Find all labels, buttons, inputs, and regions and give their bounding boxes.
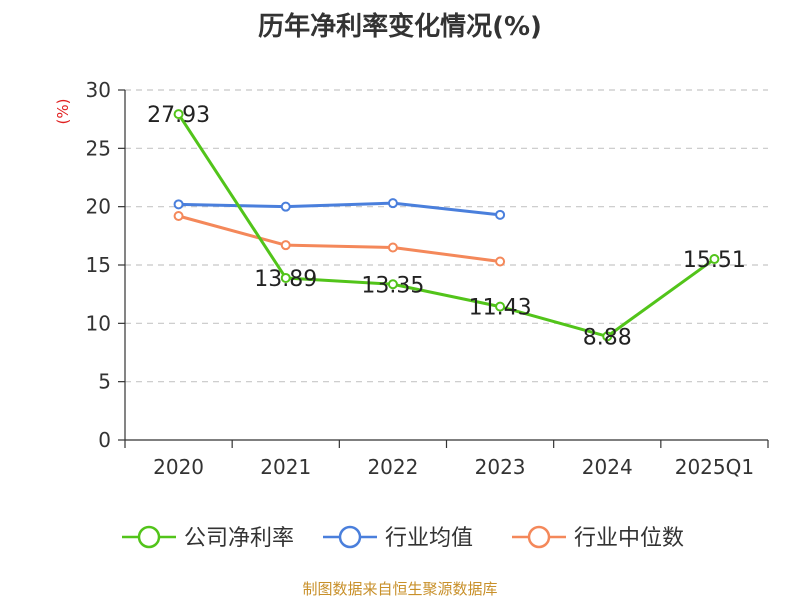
legend-label: 行业均值 bbox=[385, 526, 473, 551]
y-tick-label: 10 bbox=[86, 311, 111, 335]
data-point bbox=[387, 279, 398, 290]
y-axis-unit: (%) bbox=[54, 99, 72, 125]
data-label: 13.89 bbox=[254, 267, 317, 292]
data-point bbox=[709, 254, 720, 265]
chart-title: 历年净利率变化情况(%) bbox=[258, 12, 542, 42]
data-label: 11.43 bbox=[469, 296, 532, 321]
data-point bbox=[387, 198, 398, 209]
data-point bbox=[280, 240, 291, 251]
x-tick-label: 2020 bbox=[153, 455, 204, 479]
data-point bbox=[495, 209, 506, 220]
data-point bbox=[495, 256, 506, 267]
data-point bbox=[173, 199, 184, 210]
data-point bbox=[173, 211, 184, 221]
data-point bbox=[173, 109, 184, 120]
x-tick-label: 2022 bbox=[367, 455, 418, 479]
y-tick-label: 5 bbox=[98, 370, 111, 394]
y-tick-label: 25 bbox=[86, 136, 111, 160]
legend-label: 行业中位数 bbox=[574, 526, 684, 551]
source-note: 制图数据来自恒生聚源数据库 bbox=[302, 580, 498, 598]
data-label: 13.35 bbox=[361, 273, 424, 298]
x-tick-label: 2025Q1 bbox=[675, 455, 754, 479]
legend-marker bbox=[527, 525, 551, 549]
data-point bbox=[280, 201, 291, 212]
legend-marker bbox=[338, 525, 362, 549]
y-tick-label: 30 bbox=[86, 78, 111, 102]
y-tick-label: 15 bbox=[86, 253, 111, 277]
x-tick-label: 2024 bbox=[582, 455, 633, 479]
y-tick-label: 0 bbox=[98, 428, 111, 452]
y-tick-label: 20 bbox=[86, 195, 111, 219]
data-label: 27.93 bbox=[147, 103, 210, 128]
data-label: 15.51 bbox=[683, 248, 746, 273]
series-line-0 bbox=[177, 113, 716, 338]
data-point bbox=[280, 272, 291, 283]
series-line-1 bbox=[178, 201, 501, 217]
x-tick-label: 2021 bbox=[260, 455, 311, 479]
data-point bbox=[387, 242, 398, 253]
legend-marker bbox=[137, 525, 161, 549]
data-label: 8.88 bbox=[583, 325, 632, 350]
x-tick-label: 2023 bbox=[475, 455, 526, 479]
series-line-2 bbox=[178, 214, 501, 263]
data-point bbox=[602, 331, 613, 342]
data-point bbox=[495, 301, 506, 312]
legend-label: 公司净利率 bbox=[184, 526, 294, 551]
